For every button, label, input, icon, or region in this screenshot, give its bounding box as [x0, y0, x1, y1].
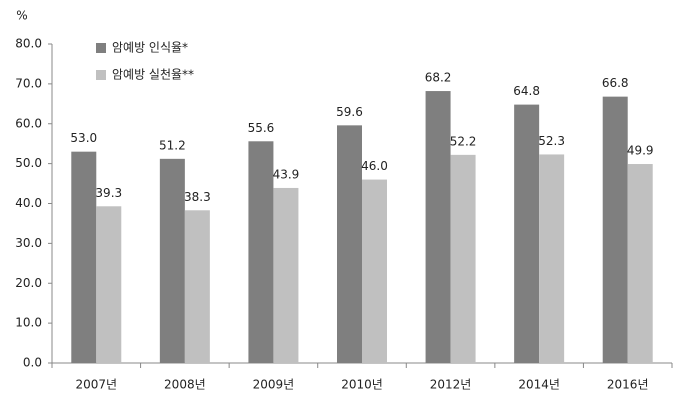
- value-label: 66.8: [602, 76, 629, 90]
- bar: [273, 187, 299, 363]
- bar: [450, 154, 476, 363]
- bar: [71, 151, 97, 363]
- value-label: 46.0: [361, 159, 388, 173]
- bar: [362, 179, 387, 363]
- x-tick-label: 2014년: [518, 378, 560, 392]
- bar: [159, 158, 185, 363]
- x-tick-label: 2008년: [164, 378, 206, 392]
- value-label: 43.9: [273, 167, 300, 181]
- bar: [425, 91, 451, 364]
- y-tick-label: 0.0: [23, 356, 42, 370]
- x-tick-label: 2016년: [607, 378, 649, 392]
- value-label: 53.0: [70, 131, 97, 145]
- value-label: 52.3: [538, 134, 565, 148]
- y-tick-label: 50.0: [15, 156, 42, 170]
- legend-swatch: [96, 70, 106, 80]
- value-label: 59.6: [336, 105, 363, 119]
- y-tick-label: 30.0: [15, 236, 42, 250]
- x-tick-label: 2009년: [253, 378, 295, 392]
- y-tick-label: 70.0: [15, 76, 42, 90]
- bar: [96, 206, 122, 363]
- value-label: 51.2: [159, 138, 186, 152]
- value-label: 68.2: [425, 71, 452, 85]
- y-tick-label: 80.0: [15, 37, 42, 51]
- legend-swatch: [96, 43, 106, 53]
- bar: [248, 141, 274, 363]
- value-label: 64.8: [513, 84, 540, 98]
- x-tick-label: 2010년: [341, 378, 383, 392]
- value-label: 52.2: [450, 134, 477, 148]
- y-tick-label: 60.0: [15, 116, 42, 130]
- y-tick-label: 20.0: [15, 276, 42, 290]
- y-tick-label: 10.0: [15, 316, 42, 330]
- bar: [602, 96, 628, 363]
- value-label: 39.3: [95, 186, 122, 200]
- legend-label: 암예방 실천율**: [112, 67, 194, 82]
- y-axis-unit: %: [16, 9, 27, 23]
- value-label: 55.6: [248, 121, 275, 135]
- y-tick-label: 40.0: [15, 196, 42, 210]
- bar: [627, 164, 653, 363]
- value-label: 49.9: [627, 144, 654, 158]
- bar: [514, 104, 540, 364]
- legend-label: 암예방 인식율*: [112, 41, 188, 55]
- x-tick-label: 2012년: [430, 378, 472, 392]
- bar: [337, 125, 362, 363]
- bar: [184, 210, 210, 363]
- x-tick-label: 2007년: [75, 378, 117, 392]
- bar: [539, 154, 565, 363]
- value-label: 38.3: [184, 190, 211, 204]
